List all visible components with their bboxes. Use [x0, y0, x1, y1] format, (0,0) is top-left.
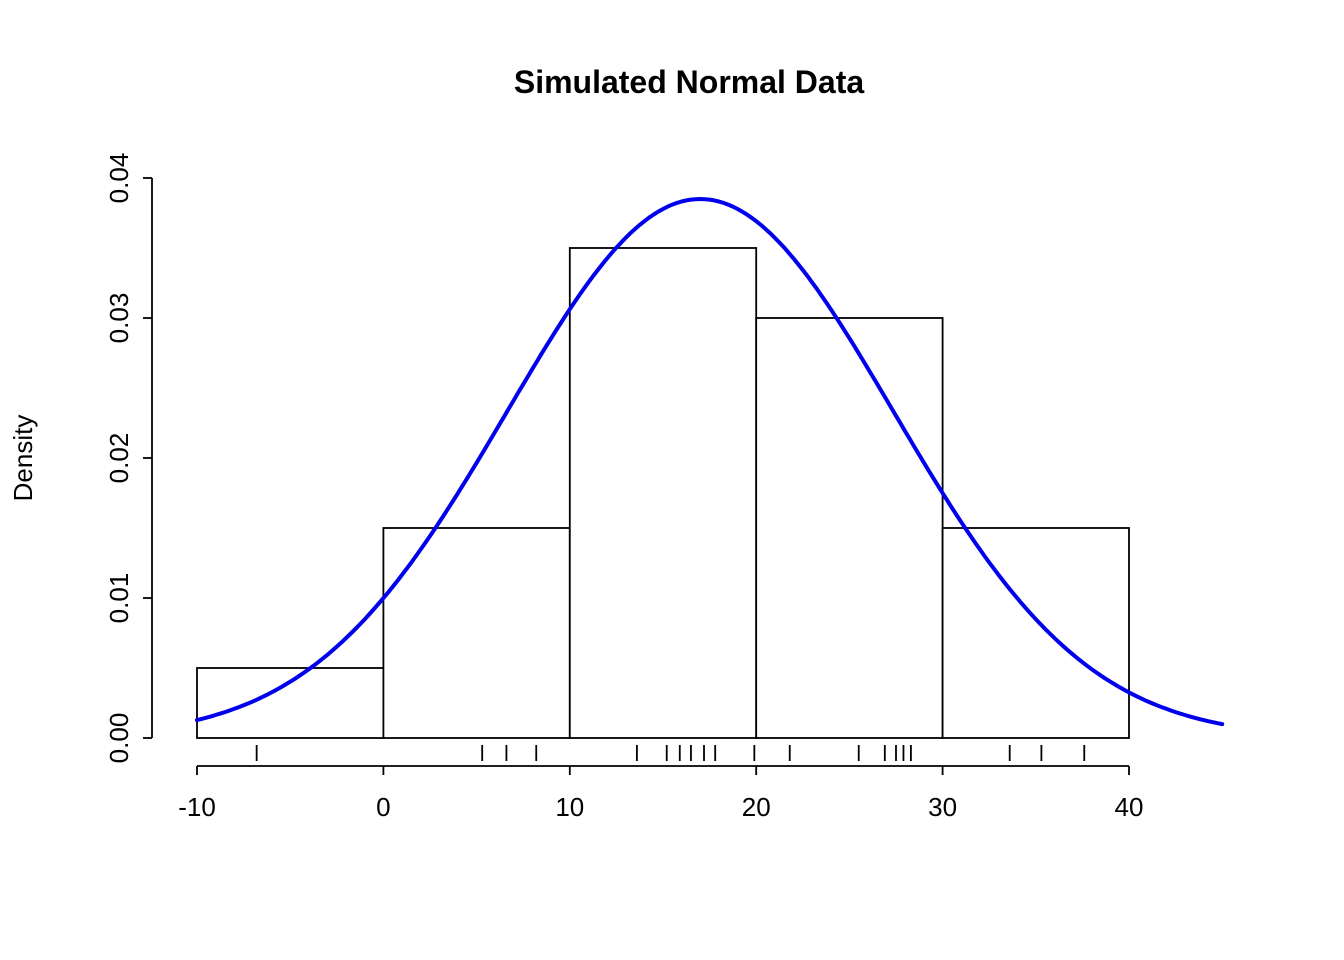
x-tick-label: 20	[742, 792, 771, 822]
histogram-bar	[941, 527, 1130, 739]
x-tick-label: 40	[1115, 792, 1144, 822]
y-axis-label: Density	[8, 415, 38, 502]
chart-title: Simulated Normal Data	[514, 64, 865, 100]
x-tick-label: 30	[928, 792, 957, 822]
x-tick-label: 10	[555, 792, 584, 822]
histogram-bar	[755, 317, 944, 739]
histogram-bar	[196, 667, 385, 739]
y-tick-label: 0.02	[104, 433, 134, 484]
y-tick-label: 0.03	[104, 293, 134, 344]
histogram-bar	[568, 247, 758, 739]
x-tick-label: 0	[376, 792, 390, 822]
x-tick-label: -10	[178, 792, 216, 822]
plot-layers: 0.00 0.01 0.02 0.03 0.04 -10 0 10 20 30 40	[104, 153, 1225, 822]
y-tick-label: 0.00	[104, 713, 134, 764]
histogram-bar	[382, 527, 571, 739]
y-tick-label: 0.04	[104, 153, 134, 204]
y-tick-label: 0.01	[104, 573, 134, 624]
density-curve	[195, 197, 1225, 727]
